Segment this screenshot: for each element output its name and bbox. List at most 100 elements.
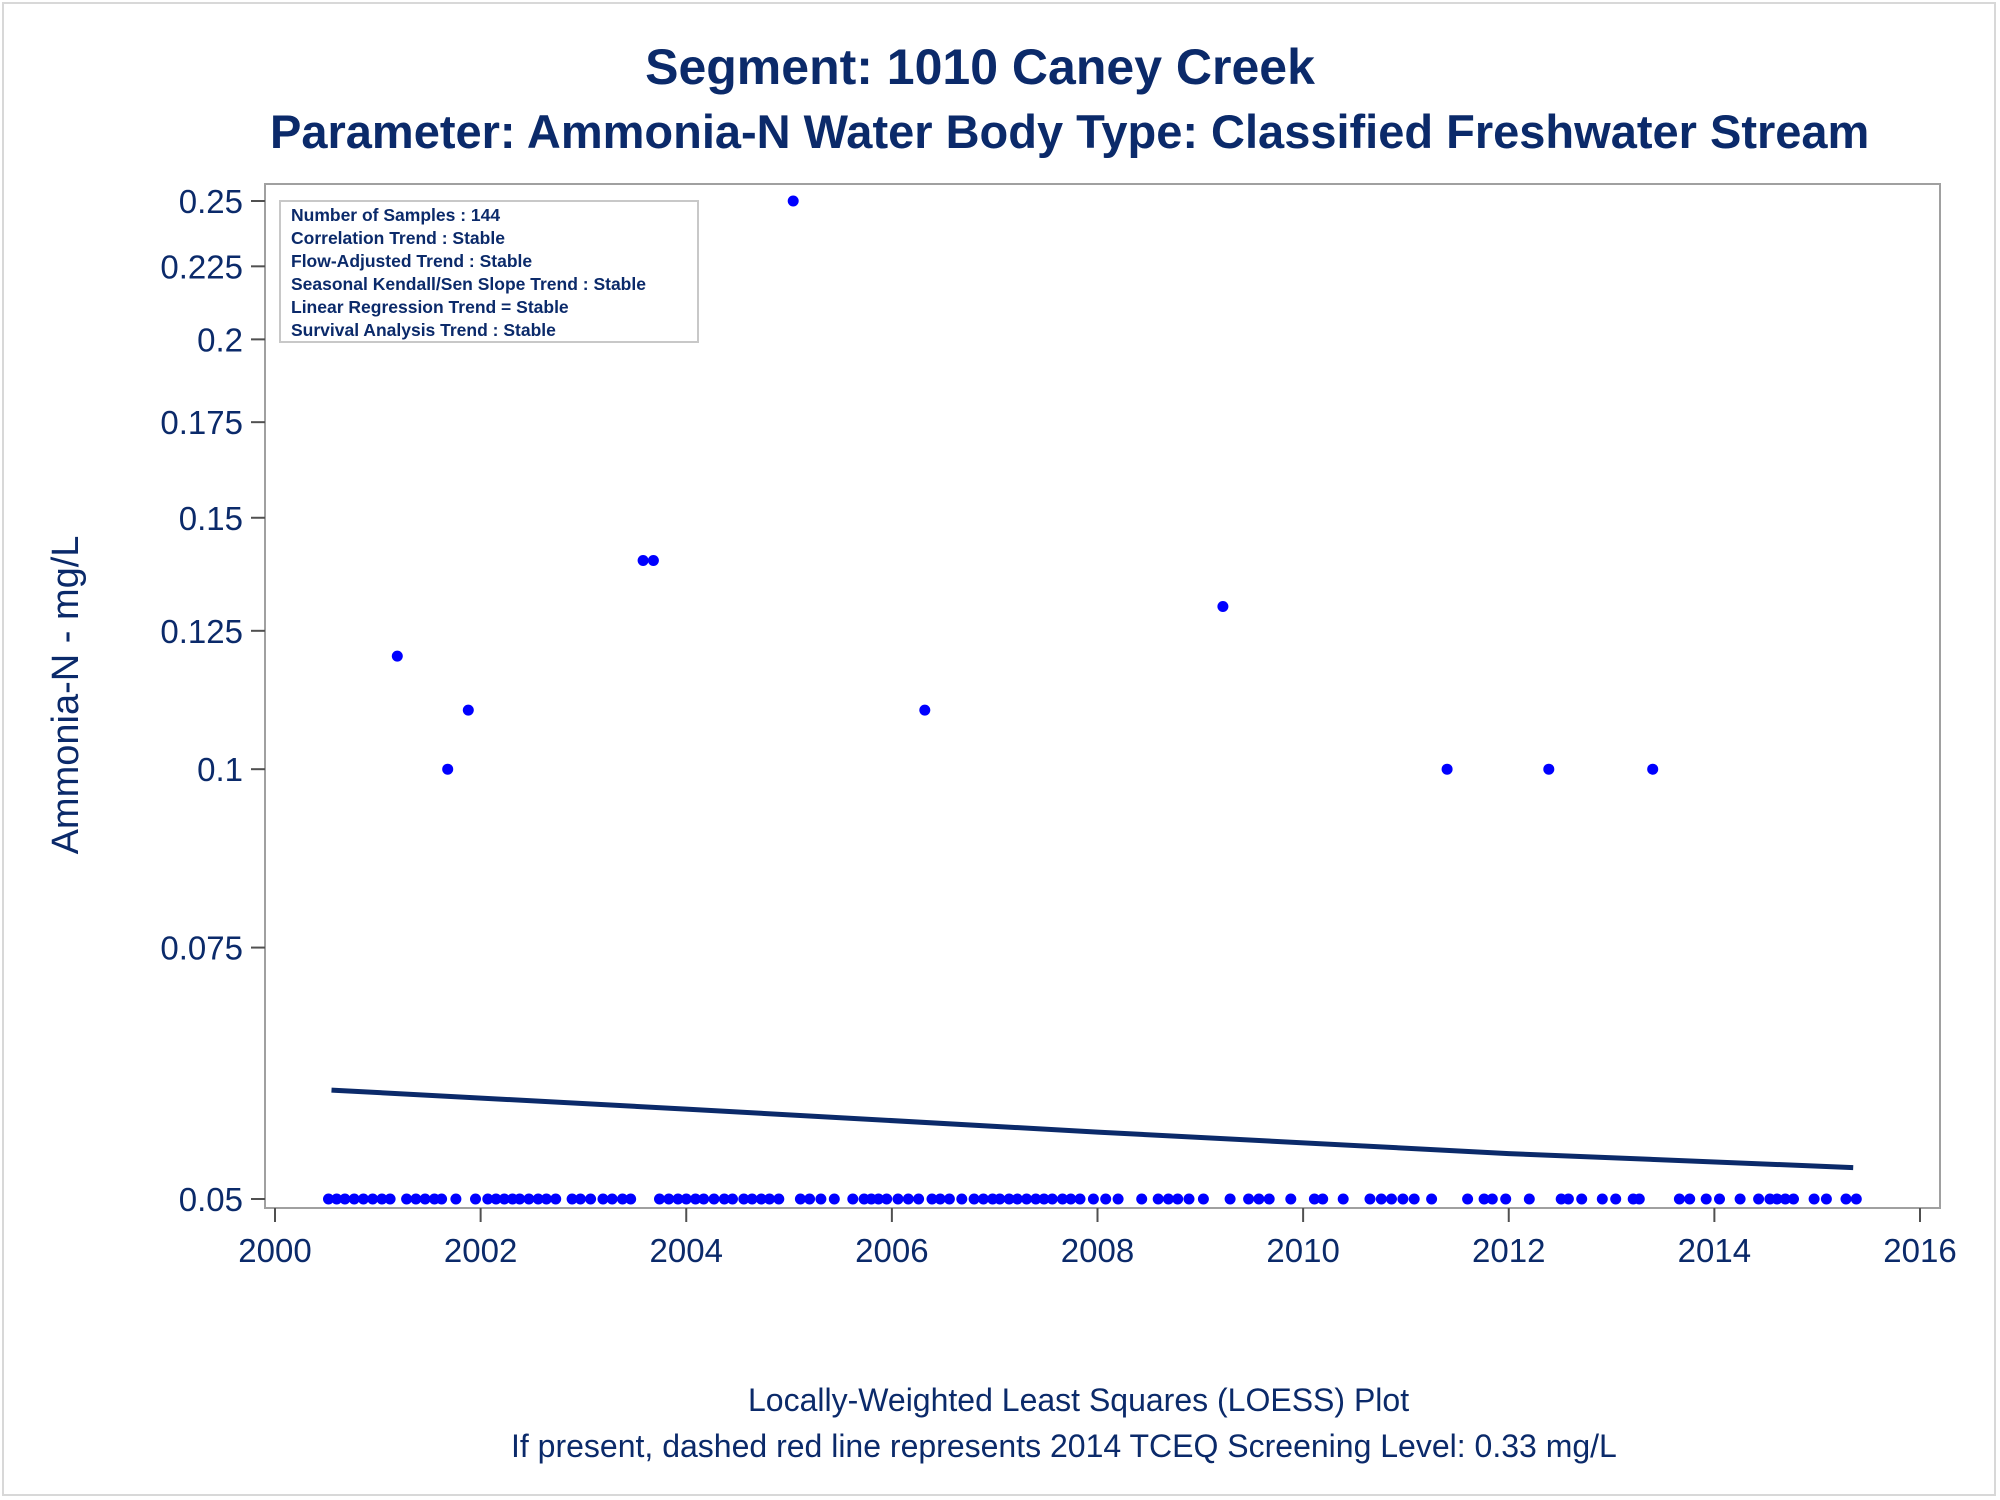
y-tick-label: 0.25 [179,183,243,220]
data-point [384,1193,396,1205]
y-tick-label: 0.125 [160,613,243,650]
data-point [1714,1193,1725,1205]
data-point [470,1193,481,1205]
data-point [1562,1193,1574,1205]
data-point [1486,1193,1498,1205]
y-tick-label: 0.175 [160,404,243,441]
data-point [1224,1193,1236,1205]
data-point [892,1193,904,1205]
data-point [1057,1193,1068,1205]
data-point [881,1193,893,1205]
data-point [442,763,454,775]
data-point [773,1193,785,1205]
data-point [755,1193,767,1205]
data-point [1087,1193,1099,1205]
y-axis-label: Ammonia-N - mg/L [45,536,87,855]
x-tick-label: 2008 [1061,1232,1134,1269]
data-point [738,1193,750,1205]
data-point [1523,1193,1535,1205]
data-point [1462,1193,1474,1205]
data-point [787,195,799,207]
data-point [934,1193,946,1205]
data-point [902,1193,914,1205]
stats-line: Correlation Trend : Stable [291,228,505,248]
data-point [357,1193,369,1205]
data-point [1850,1193,1862,1205]
plot-area [264,183,1941,1209]
chart-title: Segment: 1010 Caney Creek [645,39,1315,95]
footnote-screening-level: If present, dashed red line represents 2… [511,1428,1617,1464]
data-point [1408,1193,1420,1205]
data-point [1375,1193,1387,1205]
data-point [1317,1193,1329,1205]
data-point [804,1193,816,1205]
data-point [926,1193,938,1205]
data-point [348,1193,360,1205]
data-point [1162,1193,1174,1205]
data-point [1673,1193,1685,1205]
data-point [1152,1193,1164,1205]
data-point [1700,1193,1712,1205]
data-point [331,1193,343,1205]
data-point [617,1193,628,1205]
data-point [482,1193,494,1205]
data-point [1840,1193,1852,1205]
y-tick-label: 0.05 [179,1181,243,1218]
data-point [1734,1193,1746,1205]
data-point [815,1193,827,1205]
data-point [391,650,403,662]
data-point [1253,1193,1265,1205]
stats-line: Number of Samples : 144 [291,205,500,225]
footnote-loess: Locally-Weighted Least Squares (LOESS) P… [748,1382,1410,1418]
data-point [1065,1193,1077,1205]
x-tick-label: 2004 [650,1232,723,1269]
x-tick-label: 2000 [238,1232,311,1269]
data-point [1441,763,1453,775]
y-tick-label: 0.075 [160,930,243,967]
data-point [419,1193,431,1205]
y-tick-label: 0.225 [160,248,243,285]
data-point [540,1193,552,1205]
x-tick-label: 2012 [1472,1232,1545,1269]
data-point [1426,1193,1438,1205]
data-point [1610,1193,1622,1205]
data-point [498,1193,510,1205]
data-point [943,1193,955,1205]
data-point [1397,1193,1409,1205]
data-point [718,1193,730,1205]
data-point [956,1193,968,1205]
data-point [1647,763,1659,775]
data-point [690,1193,701,1205]
data-point [654,1193,665,1205]
y-tick-label: 0.2 [197,321,243,358]
data-point [672,1193,684,1205]
data-point [1136,1193,1148,1205]
data-point [566,1193,578,1205]
data-point [1308,1193,1320,1205]
data-point [1576,1193,1588,1205]
data-point [1285,1193,1297,1205]
data-point [367,1193,379,1205]
data-point [663,1193,675,1205]
data-point [585,1193,597,1205]
data-point [376,1193,388,1205]
data-point [913,1193,925,1205]
data-point [1112,1193,1124,1205]
y-tick-label: 0.15 [179,500,243,537]
data-point [1386,1193,1397,1205]
data-point [708,1193,720,1205]
data-point [1046,1193,1058,1205]
data-point [597,1193,609,1205]
stats-box-frame [279,200,699,343]
data-point [828,1193,840,1205]
data-point [1543,763,1555,775]
data-point [1074,1193,1086,1205]
axes: 0.05 0.075 0.1 0.125 0.15 0.175 0.2 0.225 0.25 20… [45,183,1957,1269]
data-point [1021,1193,1033,1205]
chart-subtitle: Parameter: Ammonia-N Water Body Type: Cl… [270,105,1870,158]
data-point [680,1193,692,1205]
data-point [977,1193,989,1205]
data-point [1771,1193,1783,1205]
data-point [1038,1193,1050,1205]
